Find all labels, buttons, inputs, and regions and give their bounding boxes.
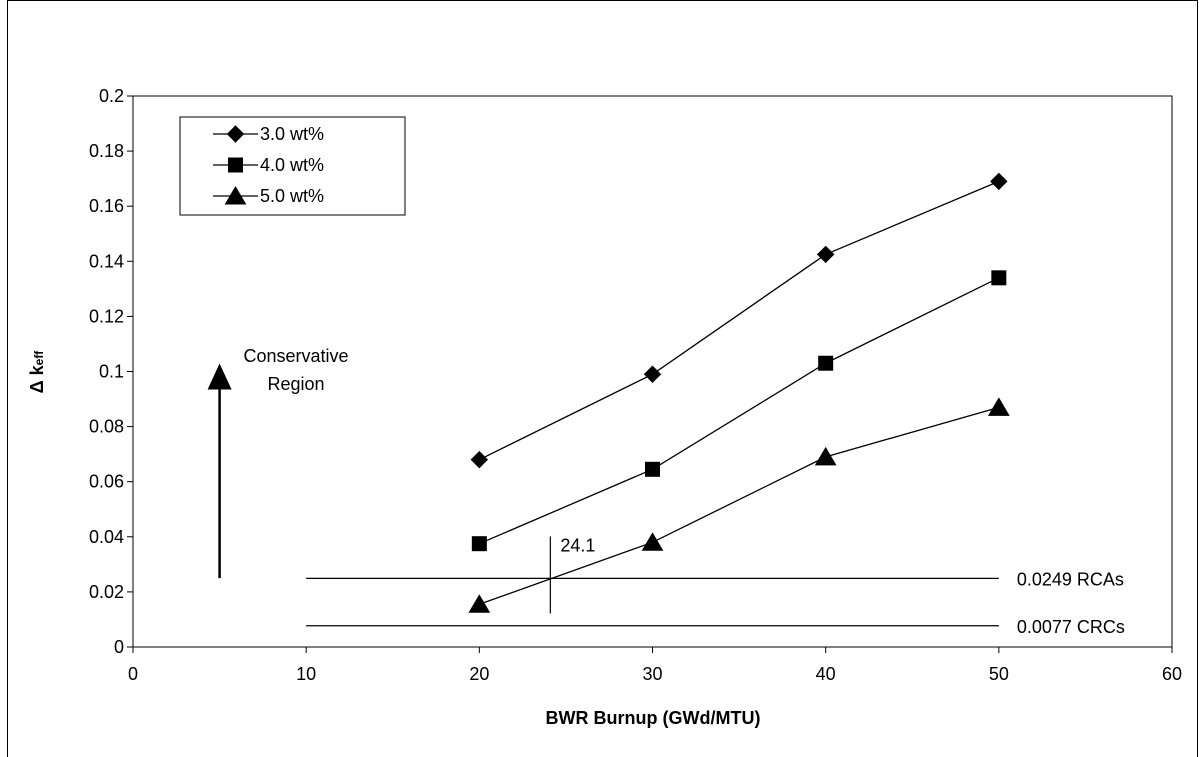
y-axis-title: Δ keff	[27, 350, 47, 394]
y-tick-label: 0.2	[99, 86, 124, 106]
data-point-4-0-wt	[818, 355, 834, 371]
data-point-3-0-wt	[990, 172, 1008, 191]
y-tick-label: 0	[114, 637, 124, 657]
x-tick-label: 30	[642, 664, 662, 684]
reference-line-label: 0.0077 CRCs	[1017, 617, 1125, 637]
y-tick-label: 0.02	[89, 582, 124, 602]
annotations: 24.1 Conservative Region	[207, 346, 595, 614]
x-tick-label: 60	[1162, 664, 1182, 684]
series-line-4-0-wt	[479, 277, 1000, 545]
x-axis-title: BWR Burnup (GWd/MTU)	[546, 708, 761, 728]
y-tick-label: 0.08	[89, 417, 124, 437]
data-point-4-0-wt	[471, 536, 487, 552]
data-point-4-0-wt	[645, 461, 660, 477]
reference-line-label: 0.0249 RCAs	[1017, 569, 1124, 589]
legend: 3.0 wt% 4.0 wt% 5.0 wt%	[179, 116, 406, 216]
series-line-3-0-wt	[479, 180, 1000, 461]
x-tick-label: 10	[296, 664, 316, 684]
data-point-5-0-wt	[814, 446, 837, 466]
legend-box	[179, 116, 406, 216]
legend-marker-3-0-wt	[226, 125, 245, 143]
data-point-3-0-wt	[643, 365, 662, 383]
y-tick-label: 0.18	[89, 141, 124, 161]
x-tick-label: 50	[989, 664, 1009, 684]
legend-marker-4-0-wt	[228, 157, 243, 173]
reference-lines: 0.0249 RCAs 0.0077 CRCs	[306, 569, 1125, 637]
series-line-5-0-wt	[479, 406, 1000, 605]
y-tick-label: 0.16	[89, 196, 124, 216]
data-point-3-0-wt	[470, 450, 489, 469]
data-point-5-0-wt	[987, 397, 1010, 416]
legend-marker-5-0-wt	[224, 186, 247, 205]
x-tick-label: 0	[128, 664, 138, 684]
y-axis-title-symbol: Δ	[27, 380, 47, 393]
data-point-3-0-wt	[816, 245, 835, 264]
y-tick-label: 0.12	[89, 306, 124, 326]
y-axis-title-sub: eff	[32, 350, 46, 366]
legend-label: 5.0 wt%	[260, 186, 324, 206]
series-markers	[468, 172, 1010, 613]
y-axis-title-main: k	[27, 364, 47, 375]
intersection-label: 24.1	[560, 535, 595, 555]
series-lines	[479, 180, 1000, 605]
y-tick-label: 0.04	[89, 527, 124, 547]
y-tick-label: 0.06	[89, 472, 124, 492]
conservative-region-label-line2: Region	[267, 374, 324, 394]
x-axis: 0 10 20 30 40 50 60	[128, 647, 1182, 684]
y-tick-label: 0.1	[99, 362, 124, 382]
conservative-region-arrowhead	[207, 363, 232, 390]
legend-label: 4.0 wt%	[260, 155, 324, 175]
legend-label: 3.0 wt%	[260, 124, 324, 144]
data-point-5-0-wt	[468, 594, 491, 613]
conservative-region-label-line1: Conservative	[243, 346, 348, 366]
y-tick-label: 0.14	[89, 251, 124, 271]
x-tick-label: 40	[816, 664, 836, 684]
data-point-4-0-wt	[991, 270, 1007, 286]
x-tick-label: 20	[469, 664, 489, 684]
data-point-5-0-wt	[641, 532, 664, 551]
y-axis: 0 0.02 0.04 0.06 0.08 0.1 0.12 0.14 0.16 0.18 0.2	[89, 86, 133, 657]
